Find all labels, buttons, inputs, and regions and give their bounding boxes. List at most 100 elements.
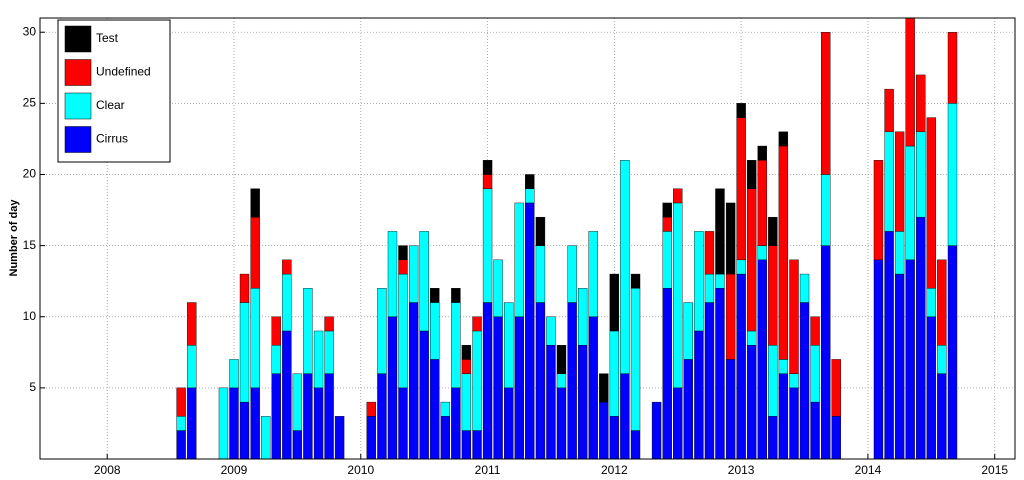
- bar-segment: [683, 302, 693, 360]
- legend-label: Clear: [96, 98, 125, 112]
- bar-segment: [916, 216, 926, 459]
- bar-segment: [810, 344, 820, 403]
- bar-segment: [884, 231, 894, 459]
- bar-segment: [387, 316, 398, 459]
- bar-segment: [250, 188, 260, 218]
- bar-segment: [768, 216, 778, 246]
- bar-segment: [757, 145, 768, 161]
- bar-segment: [746, 188, 757, 332]
- bar-segment: [546, 316, 556, 346]
- bar-segment: [778, 359, 789, 374]
- legend-label: Cirrus: [96, 132, 128, 146]
- bar-segment: [250, 216, 260, 289]
- bar-segment: [926, 288, 937, 317]
- bar-segment: [229, 359, 239, 389]
- bar-segment: [630, 288, 641, 431]
- bar-segment: [916, 74, 926, 133]
- bar-segment: [461, 373, 472, 431]
- bar-segment: [430, 302, 440, 360]
- bar-segment: [556, 344, 567, 374]
- bar-segment: [398, 387, 408, 459]
- bar-segment: [768, 344, 778, 417]
- bar-segment: [725, 273, 736, 360]
- bar-segment: [778, 131, 789, 147]
- y-tick-label: 15: [23, 238, 37, 252]
- bar-segment: [894, 273, 905, 459]
- bar-segment: [683, 359, 693, 459]
- bar-segment: [324, 316, 334, 332]
- bar-segment: [736, 273, 746, 459]
- bar-segment: [451, 387, 461, 459]
- x-tick-label: 2009: [221, 463, 248, 477]
- bar-segment: [609, 330, 620, 417]
- bar-segment: [630, 430, 641, 459]
- bar-segment: [187, 387, 197, 459]
- bar-segment: [905, 259, 915, 459]
- bar-segment: [398, 273, 408, 389]
- bar-segment: [282, 273, 292, 332]
- bar-segment: [377, 288, 387, 374]
- bar-segment: [768, 245, 778, 346]
- bar-segment: [651, 401, 662, 459]
- x-tick-label: 2010: [347, 463, 374, 477]
- bar-segment: [260, 416, 271, 459]
- bar-segment: [673, 387, 683, 459]
- bar-segment: [430, 359, 440, 459]
- bar-segment: [451, 288, 461, 303]
- bar-segment: [778, 373, 789, 459]
- bar-segment: [588, 316, 598, 459]
- bar-segment: [313, 387, 324, 459]
- bar-segment: [250, 387, 260, 459]
- y-tick-label: 30: [23, 24, 37, 38]
- bar-segment: [736, 103, 746, 118]
- bar-segment: [704, 273, 715, 303]
- bar-segment: [493, 316, 503, 459]
- bar-segment: [303, 288, 313, 374]
- bar-segment: [239, 273, 250, 303]
- x-tick-label: 2011: [475, 463, 501, 477]
- bar-segment: [873, 259, 884, 459]
- bar-segment: [440, 401, 451, 417]
- bar-segment: [757, 259, 768, 459]
- bar-segment: [504, 302, 514, 389]
- bar-segment: [514, 202, 524, 317]
- bar-segment: [799, 302, 810, 459]
- bar-segment: [725, 359, 736, 459]
- bar-segment: [366, 401, 376, 417]
- bar-segment: [187, 302, 197, 346]
- bar-segment: [588, 231, 598, 317]
- bars: [176, 18, 958, 459]
- bar-segment: [461, 359, 472, 374]
- bar-segment: [535, 245, 546, 303]
- bar-segment: [778, 145, 789, 360]
- bar-segment: [187, 344, 197, 389]
- bar-segment: [894, 131, 905, 232]
- bar-segment: [905, 145, 915, 261]
- y-tick-label: 10: [23, 309, 37, 323]
- bar-segment: [334, 416, 345, 459]
- bar-segment: [387, 231, 398, 317]
- bar-segment: [271, 344, 281, 374]
- bar-segment: [324, 330, 334, 374]
- bar-segment: [620, 373, 630, 459]
- bar-segment: [609, 273, 620, 332]
- bar-segment: [493, 259, 503, 317]
- bar-segment: [324, 373, 334, 459]
- bar-segment: [810, 316, 820, 346]
- x-tick-label: 2012: [601, 463, 628, 477]
- bar-segment: [757, 160, 768, 246]
- x-tick-label: 2015: [981, 463, 1008, 477]
- bar-segment: [599, 401, 609, 459]
- bar-segment: [937, 259, 947, 346]
- bar-segment: [662, 231, 672, 289]
- bar-segment: [662, 288, 672, 459]
- bar-segment: [662, 216, 672, 232]
- bar-segment: [884, 88, 894, 133]
- bar-segment: [630, 273, 641, 289]
- bar-segment: [535, 216, 546, 246]
- bar-segment: [884, 131, 894, 232]
- bar-segment: [799, 273, 810, 303]
- bar-segment: [789, 373, 799, 389]
- bar-segment: [567, 302, 577, 459]
